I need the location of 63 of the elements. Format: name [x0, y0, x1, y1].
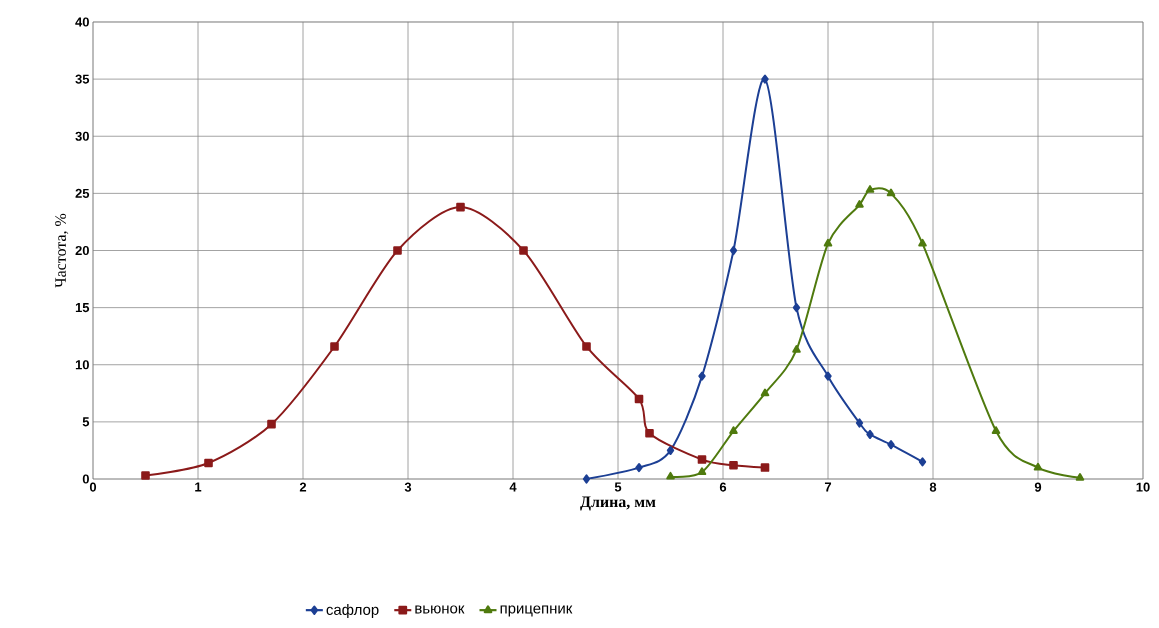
point [519, 246, 528, 255]
x-tick-label: 0 [89, 482, 97, 492]
point [855, 200, 864, 208]
x-tick-label: 5 [614, 482, 622, 492]
point [698, 371, 706, 381]
y-tick-label: 30 [75, 131, 89, 141]
x-tick-label: 6 [719, 482, 727, 492]
y-tick-label: 20 [75, 245, 89, 256]
point [887, 440, 895, 450]
point [729, 460, 738, 470]
point [760, 388, 770, 397]
y-tick-label: 35 [75, 74, 90, 84]
x-tick-label: 3 [404, 482, 412, 492]
point [866, 429, 874, 440]
x-tick-label: 10 [1136, 482, 1150, 492]
legend-label: прицепник [500, 605, 573, 617]
point [393, 246, 402, 255]
y-tick-label: 25 [75, 188, 90, 198]
point [824, 371, 832, 381]
legend-label: вьюнок [415, 605, 465, 614]
point [823, 238, 833, 247]
legend-label: сафлор [326, 604, 379, 618]
x-axis-title: Длина, мм [580, 496, 656, 511]
point [330, 342, 339, 351]
point [456, 202, 465, 212]
point [141, 471, 150, 480]
point [792, 303, 801, 313]
point [760, 463, 770, 472]
point [792, 345, 801, 353]
y-tick-label: 5 [82, 417, 90, 427]
point [582, 474, 591, 484]
y-tick-label: 10 [75, 360, 89, 370]
point [918, 457, 927, 467]
x-tick-label: 8 [929, 482, 937, 492]
point [635, 462, 643, 473]
point [582, 342, 591, 351]
point [645, 429, 654, 438]
point [886, 188, 896, 197]
point [697, 455, 707, 464]
x-tick-label: 4 [509, 482, 517, 492]
x-tick-label: 9 [1034, 482, 1042, 492]
y-tick-label: 0 [82, 474, 89, 484]
y-tick-label: 40 [75, 17, 89, 27]
point [204, 458, 213, 468]
point [697, 467, 707, 476]
point [634, 394, 644, 404]
point [1075, 473, 1085, 481]
x-tick-label: 7 [824, 482, 832, 492]
x-tick-label: 2 [299, 482, 307, 492]
point [918, 238, 927, 247]
point [666, 445, 675, 456]
x-tick-label: 1 [195, 482, 202, 492]
point [855, 418, 864, 428]
point [666, 471, 675, 480]
point [267, 419, 276, 429]
point [991, 426, 1001, 434]
y-axis-title: Частота, % [55, 213, 69, 288]
point [865, 185, 875, 193]
point [761, 74, 769, 84]
point [729, 426, 738, 434]
point [1033, 462, 1043, 471]
y-tick-label: 15 [75, 303, 90, 313]
point [729, 245, 738, 256]
